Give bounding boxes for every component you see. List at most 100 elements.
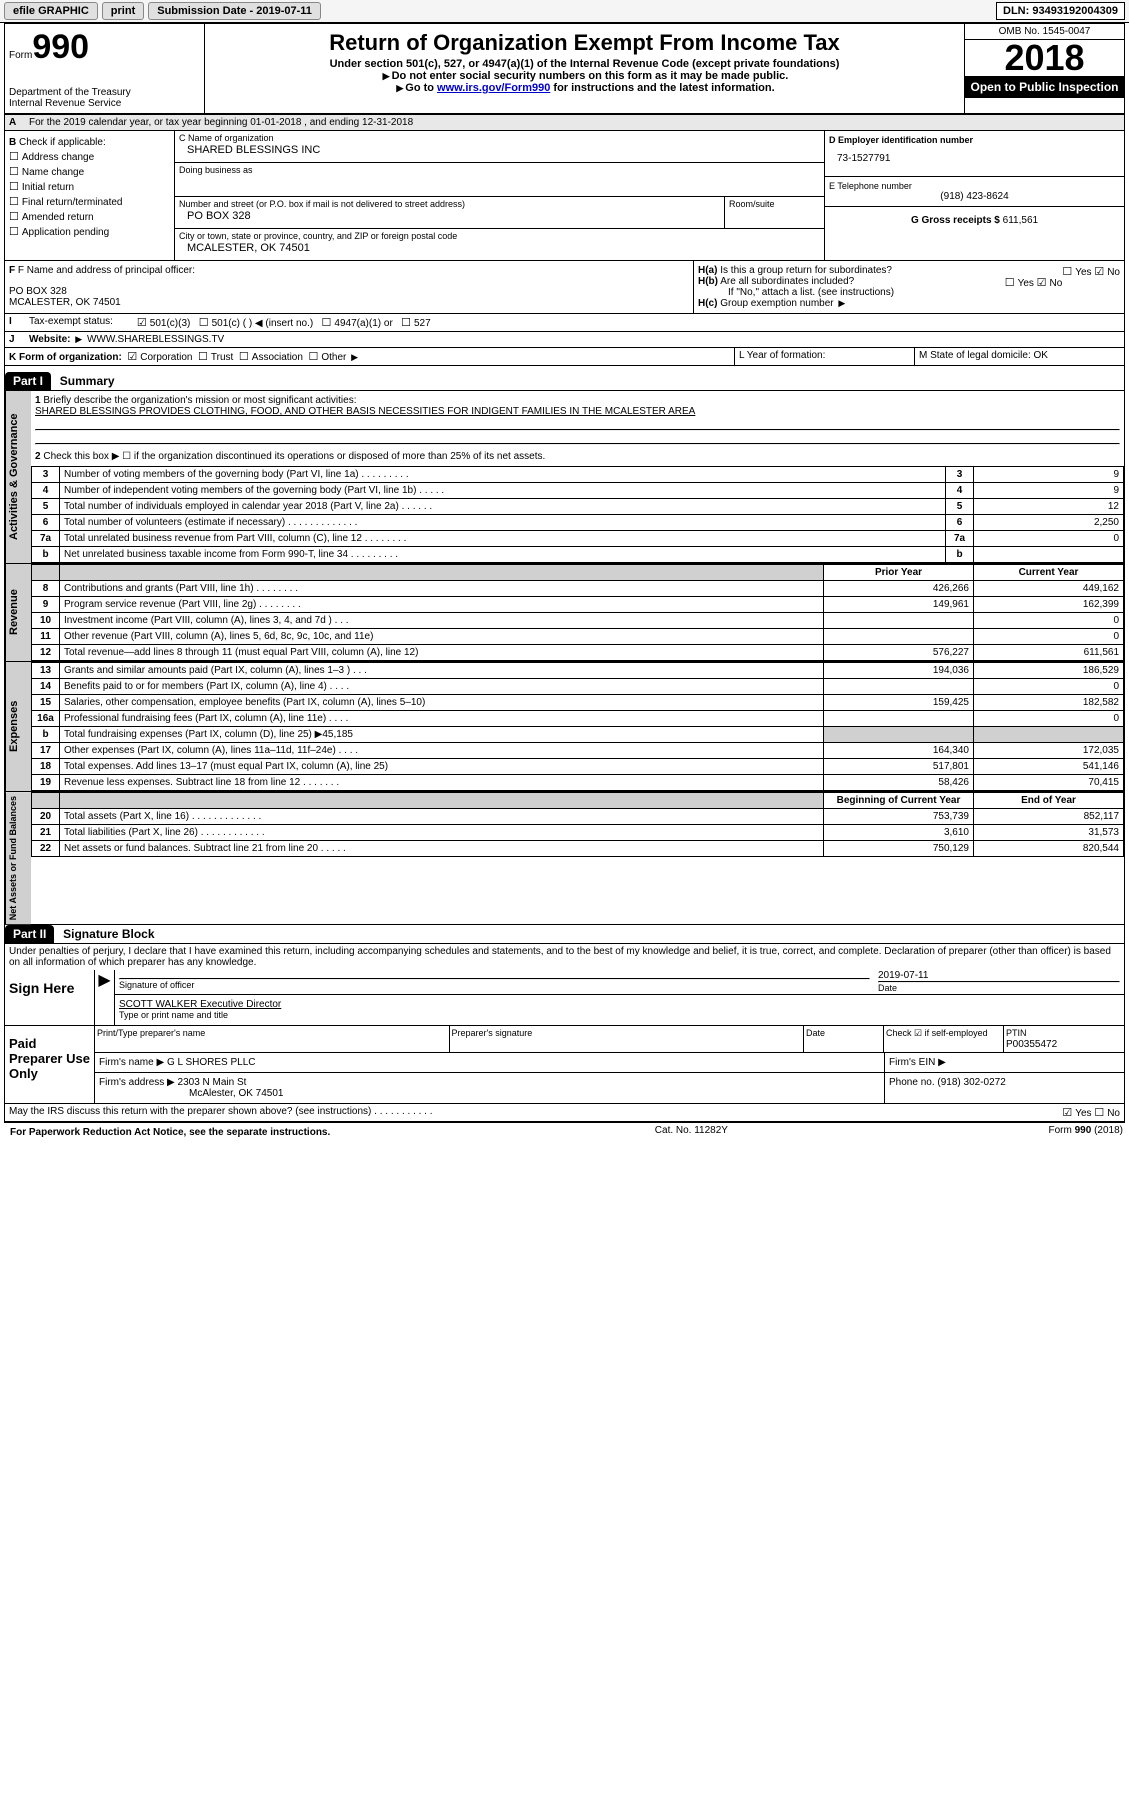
chk-pending[interactable]: Application pending — [9, 225, 170, 238]
chk-4947[interactable]: 4947(a)(1) or — [322, 318, 393, 329]
table-row: 14Benefits paid to or for members (Part … — [32, 679, 1124, 695]
mission-text: SHARED BLESSINGS PROVIDES CLOTHING, FOOD… — [35, 406, 695, 417]
website: WWW.SHAREBLESSINGS.TV — [87, 334, 224, 345]
table-row: 20Total assets (Part X, line 16) . . . .… — [32, 809, 1124, 825]
k-label: K Form of organization: — [9, 352, 122, 363]
prep-phone-label: Phone no. — [889, 1077, 935, 1088]
gross-label: G Gross receipts $ — [911, 215, 1000, 226]
arrow-icon — [349, 352, 360, 363]
phone: (918) 423-8624 — [829, 191, 1120, 202]
irs-link[interactable]: www.irs.gov/Form990 — [437, 82, 550, 94]
paid-preparer: Paid Preparer Use Only — [5, 1026, 95, 1103]
date-label: Date — [878, 983, 897, 993]
state-domicile: M State of legal domicile: OK — [914, 348, 1124, 365]
chk-501c[interactable]: 501(c) ( ) — [199, 318, 252, 329]
discuss-no[interactable]: No — [1094, 1108, 1120, 1119]
prep-date-label: Date — [804, 1026, 884, 1052]
ssn-note: Do not enter social security numbers on … — [392, 70, 789, 82]
form-title: Return of Organization Exempt From Incom… — [209, 30, 960, 56]
dln: DLN: 93493192004309 — [996, 2, 1125, 20]
table-row: 9Program service revenue (Part VIII, lin… — [32, 597, 1124, 613]
ha-yes[interactable]: Yes — [1062, 267, 1091, 278]
paperwork-note: For Paperwork Reduction Act Notice, see … — [6, 1125, 334, 1140]
firm-ein-label: Firm's EIN ▶ — [884, 1053, 1124, 1072]
print-button[interactable]: print — [102, 2, 144, 20]
officer-addr1: PO BOX 328 — [9, 286, 689, 297]
sign-here: Sign Here — [5, 970, 95, 1025]
street-label: Number and street (or P.O. box if mail i… — [179, 199, 720, 209]
rev-table: Prior YearCurrent Year8Contributions and… — [31, 564, 1124, 661]
chk-527[interactable]: 527 — [401, 318, 431, 329]
topbar: efile GRAPHIC print Submission Date - 20… — [0, 0, 1129, 23]
chk-amended[interactable]: Amended return — [9, 210, 170, 223]
net-sidebar: Net Assets or Fund Balances — [5, 792, 31, 924]
website-label: Website: — [29, 334, 71, 345]
part1-header: Part I — [5, 372, 51, 390]
sig-date: 2019-07-11 — [878, 970, 928, 981]
form-footer: Form 990 (2018) — [1049, 1125, 1123, 1140]
table-row: 17Other expenses (Part IX, column (A), l… — [32, 743, 1124, 759]
goto-pre: Go to — [405, 82, 437, 94]
hb-no[interactable]: No — [1037, 278, 1063, 289]
city: MCALESTER, OK 74501 — [179, 241, 820, 258]
chk-assoc[interactable]: Association — [239, 352, 303, 363]
table-row: 22Net assets or fund balances. Subtract … — [32, 841, 1124, 857]
table-row: 3Number of voting members of the governi… — [32, 467, 1124, 483]
line-a-text: For the 2019 calendar year, or tax year … — [25, 115, 417, 130]
hc-text: Group exemption number — [720, 298, 833, 309]
chk-other[interactable]: Other — [308, 352, 346, 363]
dba-label: Doing business as — [179, 165, 820, 175]
firm-name: G L SHORES PLLC — [167, 1057, 256, 1068]
right-col-deg: D Employer identification number 73-1527… — [824, 131, 1124, 260]
net-table: Beginning of Current YearEnd of Year20To… — [31, 792, 1124, 857]
discuss-yes[interactable]: Yes — [1062, 1108, 1091, 1119]
firm-addr2: McAlester, OK 74501 — [99, 1088, 284, 1099]
prep-sig-label: Preparer's signature — [450, 1026, 805, 1052]
ha-text: Is this a group return for subordinates? — [720, 265, 892, 276]
chk-501c3[interactable]: 501(c)(3) — [137, 318, 190, 329]
table-row: 7aTotal unrelated business revenue from … — [32, 531, 1124, 547]
form-number: 990 — [32, 28, 89, 66]
year-formation: L Year of formation: — [734, 348, 914, 365]
firm-addr1: 2303 N Main St — [178, 1077, 247, 1088]
hb-text: Are all subordinates included? — [720, 276, 854, 287]
part2-title: Signature Block — [57, 927, 154, 941]
chk-final[interactable]: Final return/terminated — [9, 195, 170, 208]
table-row: 21Total liabilities (Part X, line 26) . … — [32, 825, 1124, 841]
line-a-label: A — [5, 115, 25, 130]
street: PO BOX 328 — [179, 209, 720, 226]
irs-label: Internal Revenue Service — [9, 98, 200, 109]
gov-table: 3Number of voting members of the governi… — [31, 466, 1124, 563]
chk-trust[interactable]: Trust — [198, 352, 233, 363]
chk-initial[interactable]: Initial return — [9, 180, 170, 193]
org-name-label: C Name of organization — [179, 133, 820, 143]
table-row: 10Investment income (Part VIII, column (… — [32, 613, 1124, 629]
chk-corp[interactable]: Corporation — [127, 352, 192, 363]
form-990: Form990 Department of the Treasury Inter… — [4, 23, 1125, 1123]
section-f: F F Name and address of principal office… — [5, 261, 694, 313]
table-row: 4Number of independent voting members of… — [32, 483, 1124, 499]
tax-year: 2018 — [965, 40, 1124, 76]
officer-addr2: MCALESTER, OK 74501 — [9, 297, 689, 308]
ptin: P00355472 — [1006, 1039, 1057, 1050]
hb-yes[interactable]: Yes — [1005, 278, 1034, 289]
table-row: 6Total number of volunteers (estimate if… — [32, 515, 1124, 531]
discuss-text: May the IRS discuss this return with the… — [5, 1104, 1058, 1121]
table-row: 13Grants and similar amounts paid (Part … — [32, 663, 1124, 679]
ein-label: D Employer identification number — [829, 135, 973, 145]
efile-button[interactable]: efile GRAPHIC — [4, 2, 98, 20]
ha-no[interactable]: No — [1094, 267, 1120, 278]
chk-address[interactable]: Address change — [9, 150, 170, 163]
table-row: 16aProfessional fundraising fees (Part I… — [32, 711, 1124, 727]
insert-no: (insert no.) — [265, 318, 313, 329]
table-row: 12Total revenue—add lines 8 through 11 (… — [32, 645, 1124, 661]
table-row: bTotal fundraising expenses (Part IX, co… — [32, 727, 1124, 743]
table-row: 18Total expenses. Add lines 13–17 (must … — [32, 759, 1124, 775]
table-row: 19Revenue less expenses. Subtract line 1… — [32, 775, 1124, 791]
room-label: Room/suite — [729, 199, 820, 209]
rev-sidebar: Revenue — [5, 564, 31, 661]
exp-table: 13Grants and similar amounts paid (Part … — [31, 662, 1124, 791]
chk-name[interactable]: Name change — [9, 165, 170, 178]
section-h: H(a) Is this a group return for subordin… — [694, 261, 1124, 313]
line2-text: Check this box ▶ ☐ if the organization d… — [43, 451, 545, 462]
